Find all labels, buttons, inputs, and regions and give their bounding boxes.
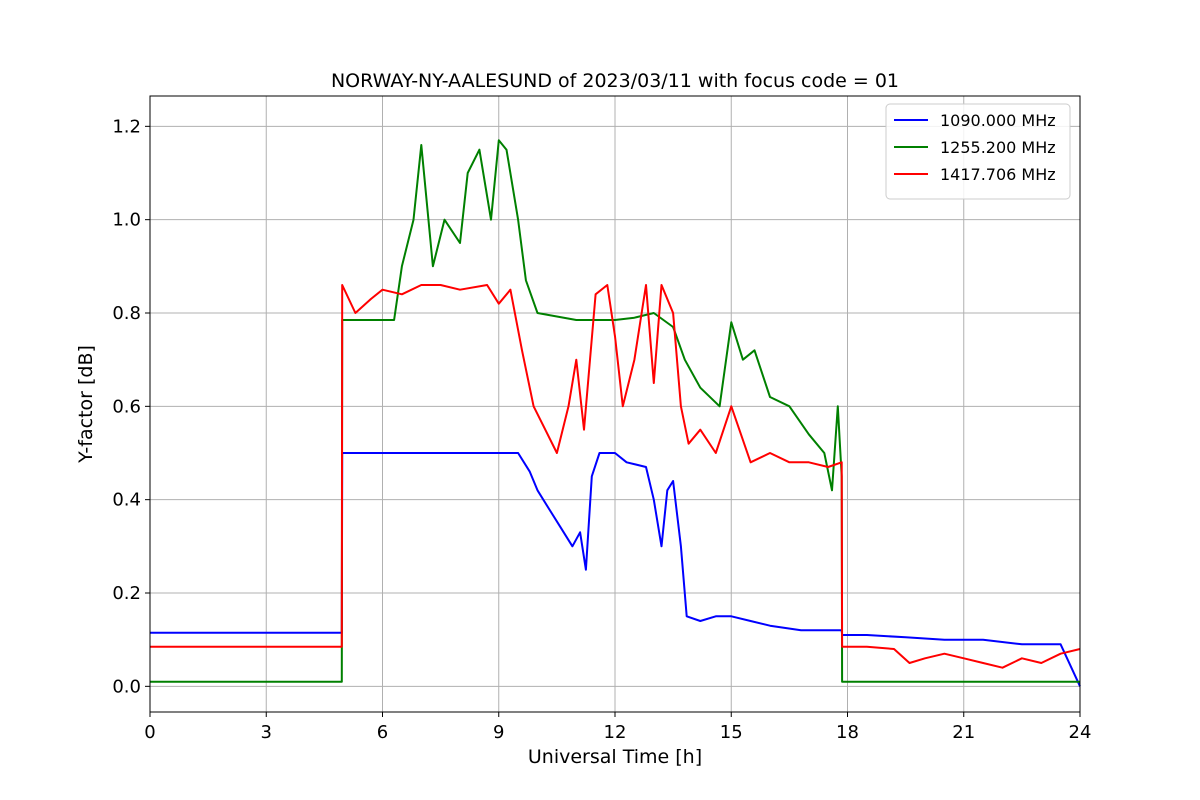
- x-tick-label: 3: [261, 722, 272, 743]
- series-line-1: [150, 452, 1081, 687]
- y-tick-label: 1.0: [112, 210, 141, 231]
- x-tick-label: 6: [377, 722, 388, 743]
- y-axis-ticks: 0.0 0.2 0.4 0.6 0.8 1.0 1.2: [112, 116, 150, 697]
- x-tick-label: 15: [720, 722, 743, 743]
- legend-label: 1255.200 MHz: [940, 138, 1056, 157]
- chart-title: NORWAY-NY-AALESUND of 2023/03/11 with fo…: [331, 70, 899, 92]
- legend: 1090.000 MHz 1255.200 MHz 1417.706 MHz: [885, 103, 1071, 200]
- x-tick-label: 0: [144, 722, 155, 743]
- y-tick-label: 0.4: [112, 490, 141, 511]
- x-tick-label: 21: [952, 722, 975, 743]
- x-axis-ticks: 0 3 6 9 12 15 18 21 24: [144, 712, 1091, 743]
- legend-label: 1090.000 MHz: [940, 111, 1056, 130]
- x-tick-label: 12: [604, 722, 627, 743]
- x-tick-label: 24: [1069, 722, 1092, 743]
- x-tick-label: 18: [836, 722, 859, 743]
- series-line-3: [150, 284, 1081, 669]
- legend-box: [885, 103, 1071, 200]
- series-lines: [150, 139, 1081, 687]
- x-tick-label: 9: [493, 722, 504, 743]
- y-tick-label: 0.0: [112, 676, 141, 697]
- y-axis-label: Y-factor [dB]: [75, 345, 97, 464]
- x-axis-label: Universal Time [h]: [528, 746, 702, 768]
- y-tick-label: 0.2: [112, 583, 141, 604]
- series-line-2: [150, 139, 1080, 683]
- y-tick-label: 1.2: [112, 116, 141, 137]
- legend-label: 1417.706 MHz: [940, 165, 1056, 184]
- y-tick-label: 0.8: [112, 303, 141, 324]
- y-tick-label: 0.6: [112, 396, 141, 417]
